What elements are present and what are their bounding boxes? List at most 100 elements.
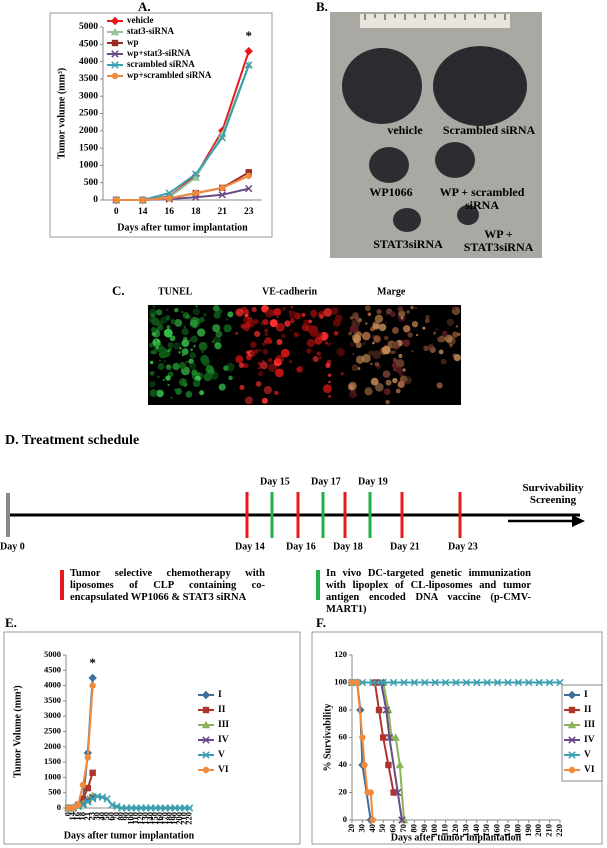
tumor	[342, 48, 422, 124]
x-tick-label: 90	[419, 824, 429, 833]
legend-swatch	[316, 570, 320, 600]
speckle	[199, 317, 205, 323]
y-tick-label: 4500	[44, 664, 61, 674]
y-tick-label: 0	[57, 802, 61, 812]
speckle	[332, 318, 341, 327]
marker	[380, 734, 387, 741]
speckle	[157, 363, 165, 370]
speckle	[395, 359, 405, 368]
image-label: Marge	[377, 286, 406, 297]
speckle	[189, 352, 197, 359]
speckle	[243, 363, 249, 369]
day-label: Day 16	[286, 541, 316, 552]
x-tick-label: 18	[77, 812, 87, 821]
speckle	[382, 370, 391, 378]
marker	[113, 196, 120, 204]
x-tick-label: 0	[114, 207, 119, 217]
speckle	[348, 381, 357, 391]
x-tick-label: 130	[460, 824, 470, 837]
x-tick-label: 50	[377, 824, 387, 833]
speckle	[453, 353, 461, 362]
y-tick-label: 100	[334, 676, 347, 686]
speckle	[156, 389, 164, 398]
marker	[79, 801, 87, 809]
speckle	[436, 382, 443, 389]
marker	[245, 61, 253, 69]
legend-label: vehicle	[127, 15, 154, 25]
speckle	[374, 314, 384, 324]
x-tick-label: 50	[101, 812, 111, 821]
speckle	[325, 341, 329, 345]
y-tick-label: 1500	[79, 143, 98, 153]
y-axis-title: Tumor Volume (mm³)	[12, 685, 23, 777]
microscopy	[148, 305, 461, 405]
speckle	[383, 388, 391, 396]
speckle	[160, 316, 168, 324]
speckle	[392, 377, 398, 384]
speckle	[240, 323, 246, 329]
annotation: *	[246, 28, 253, 43]
speckle	[385, 313, 388, 316]
speckle	[166, 308, 169, 311]
speckle	[289, 329, 292, 332]
speckle	[198, 341, 208, 351]
x-tick-label: 20	[346, 824, 356, 833]
speckle	[348, 331, 353, 336]
marker	[70, 804, 77, 812]
speckle	[282, 306, 287, 311]
legend-label: VI	[218, 765, 229, 775]
speckle	[197, 328, 206, 337]
speckle	[446, 318, 455, 327]
speckle	[228, 375, 233, 381]
speckle	[327, 342, 332, 347]
photo-label: WP + STAT3siRNA	[463, 227, 534, 254]
speckle	[378, 323, 387, 332]
y-tick-label: 4500	[79, 39, 98, 49]
marker	[84, 798, 92, 806]
y-tick-label: 0	[93, 195, 98, 205]
x-tick-label: 190	[523, 824, 533, 837]
legend-label: IV	[218, 735, 229, 745]
y-axis-title: % Survivability	[322, 703, 333, 771]
speckle	[370, 362, 373, 366]
y-tick-label: 4000	[44, 680, 61, 690]
x-tick-label: 130	[140, 812, 150, 825]
y-tick-label: 3000	[44, 710, 61, 720]
speckle	[157, 375, 160, 379]
speckle	[179, 362, 186, 370]
x-tick-label: 60	[106, 812, 116, 821]
marker	[202, 736, 210, 744]
speckle	[312, 356, 319, 363]
speckle	[372, 341, 375, 345]
y-tick-label: 3500	[79, 74, 98, 84]
marker	[473, 678, 481, 687]
speckle	[349, 341, 355, 347]
speckle	[151, 326, 157, 333]
speckle	[385, 379, 392, 386]
series-line	[116, 64, 250, 201]
marker	[192, 189, 199, 197]
speckle	[330, 307, 339, 315]
x-tick-label: 150	[481, 824, 491, 837]
x-tick-label: 70	[111, 812, 121, 821]
speckle	[393, 368, 396, 372]
y-tick-label: 40	[339, 759, 348, 769]
marker	[165, 189, 173, 197]
speckle	[276, 339, 283, 346]
marker	[358, 678, 367, 687]
x-tick-label: 70	[398, 824, 408, 833]
marker	[568, 706, 576, 714]
speckle	[203, 372, 213, 382]
speckle	[397, 306, 404, 312]
speckle	[402, 339, 411, 347]
y-tick-label: 5000	[79, 22, 98, 32]
x-tick-label: 110	[440, 824, 450, 836]
marker	[88, 673, 97, 683]
x-tick-label: 120	[135, 812, 145, 825]
speckle	[425, 314, 430, 320]
speckle	[263, 385, 272, 395]
x-tick-label: 210	[179, 812, 189, 825]
speckle	[149, 381, 156, 388]
speckle	[290, 305, 294, 309]
